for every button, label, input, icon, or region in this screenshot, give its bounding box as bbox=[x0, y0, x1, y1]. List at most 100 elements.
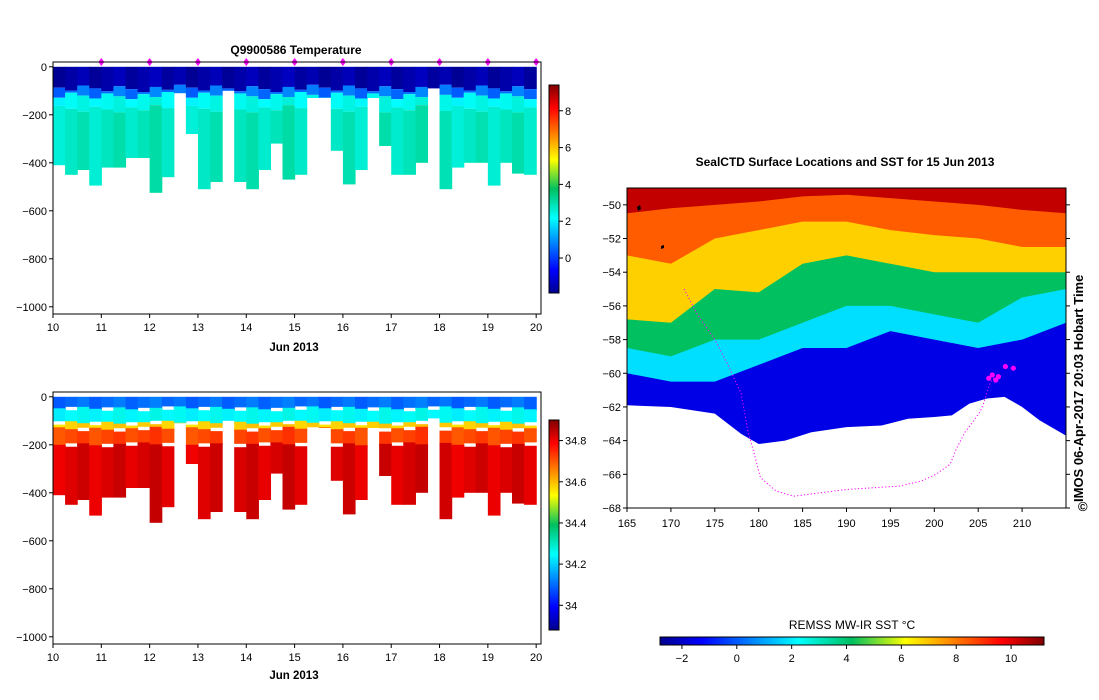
salinity-cell bbox=[149, 444, 163, 523]
salinity-cell bbox=[270, 442, 284, 474]
salinity-cell bbox=[210, 406, 223, 426]
temperature-cell bbox=[403, 110, 416, 175]
salinity-cell bbox=[512, 431, 525, 446]
salinity-cell bbox=[210, 396, 223, 409]
salinity-cell bbox=[354, 408, 368, 422]
salinity-cell bbox=[246, 407, 259, 426]
salinity-cell bbox=[354, 396, 368, 411]
salinity-cell bbox=[330, 421, 344, 432]
salinity-cell bbox=[379, 407, 392, 426]
temperature-cell bbox=[258, 107, 272, 170]
x-tick-label: 16 bbox=[337, 322, 349, 334]
salinity-cell bbox=[161, 409, 175, 423]
temperature-cell bbox=[367, 91, 380, 94]
salinity-cell bbox=[185, 424, 199, 430]
temperature-cell bbox=[330, 92, 344, 109]
latitude-tick-label: −56 bbox=[602, 301, 621, 313]
salinity-cell bbox=[270, 422, 284, 427]
temperature-cell bbox=[246, 86, 259, 97]
temperature-cell bbox=[185, 97, 199, 106]
temperature-cell bbox=[65, 92, 78, 109]
salinity-cell bbox=[125, 409, 139, 423]
temperature-cell bbox=[197, 108, 211, 190]
longitude-tick-label: 200 bbox=[925, 518, 943, 530]
temperature-cell bbox=[149, 86, 163, 98]
temperature-cell bbox=[197, 66, 211, 91]
salinity-cell bbox=[234, 421, 247, 432]
seal-surface-locations bbox=[986, 363, 1016, 383]
temperature-cell bbox=[463, 92, 477, 109]
temperature-cell bbox=[53, 105, 66, 166]
salinity-section-panel: 10 11 12 13 14 15 16 17 18 19 20 0 −200 −400 −600 −800… bbox=[16, 391, 586, 682]
salinity-cast-cells bbox=[53, 396, 537, 523]
salinity-cell bbox=[89, 425, 102, 430]
salinity-x-axis: 10 11 12 13 14 15 16 17 18 19 20 bbox=[47, 644, 542, 664]
salinity-cell bbox=[415, 426, 429, 447]
salinity-x-axis-label: Jun 2013 bbox=[269, 670, 318, 682]
temperature-cell bbox=[475, 66, 489, 86]
salinity-cell bbox=[391, 428, 404, 443]
temperature-cell bbox=[524, 107, 537, 175]
y-tick-label: −600 bbox=[22, 206, 47, 218]
temperature-cell bbox=[487, 98, 501, 107]
temperature-cell bbox=[161, 89, 175, 92]
surface-location-point bbox=[989, 372, 995, 378]
salinity-cell bbox=[65, 410, 78, 424]
colorbar-tick-label: 34.2 bbox=[565, 559, 586, 571]
salinity-cell bbox=[161, 428, 175, 443]
y-tick-label: −200 bbox=[22, 110, 47, 122]
salinity-cell bbox=[149, 424, 163, 429]
salinity-cell bbox=[246, 443, 259, 520]
salinity-cell bbox=[367, 421, 380, 428]
sst-colorbar-tick-label: 8 bbox=[953, 653, 959, 665]
temperature-cell bbox=[173, 66, 187, 85]
salinity-cell bbox=[294, 446, 308, 505]
salinity-cell bbox=[197, 396, 211, 407]
salinity-cell bbox=[101, 421, 114, 432]
salinity-cell bbox=[463, 429, 477, 444]
temperature-cell bbox=[439, 66, 453, 85]
salinity-cell bbox=[282, 396, 296, 410]
salinity-cell bbox=[222, 408, 235, 421]
x-tick-label: 10 bbox=[47, 322, 59, 334]
salinity-cell bbox=[439, 430, 453, 445]
colorbar-tick-label: 4 bbox=[565, 179, 571, 191]
temperature-cell bbox=[101, 93, 114, 110]
temperature-cell bbox=[77, 111, 90, 170]
temperature-cell bbox=[415, 105, 429, 163]
x-tick-label: 20 bbox=[530, 322, 542, 334]
temperature-cell bbox=[77, 66, 90, 86]
salinity-cell bbox=[77, 406, 90, 426]
salinity-cell bbox=[294, 409, 308, 423]
salinity-cell bbox=[77, 431, 90, 446]
temperature-cell bbox=[475, 111, 489, 163]
salinity-cell bbox=[342, 431, 356, 446]
longitude-tick-label: 165 bbox=[618, 518, 636, 530]
temperature-cell bbox=[282, 66, 296, 87]
salinity-cell bbox=[234, 429, 247, 444]
salinity-cell bbox=[161, 420, 175, 431]
salinity-cell bbox=[185, 396, 199, 411]
salinity-cell bbox=[512, 407, 525, 426]
temperature-cell bbox=[149, 105, 163, 193]
salinity-cell bbox=[270, 430, 284, 445]
temperature-cell bbox=[125, 66, 139, 90]
temperature-section-panel: Q9900586 Temperature 10 11 12 13 14 15 16 17 18 1… bbox=[16, 43, 571, 354]
temperature-cell bbox=[391, 107, 404, 175]
salinity-cell bbox=[89, 396, 102, 411]
salinity-cell bbox=[318, 408, 332, 422]
salinity-cell bbox=[451, 427, 465, 447]
temperature-cell bbox=[306, 84, 320, 95]
salinity-cell bbox=[524, 409, 537, 423]
temperature-cell bbox=[149, 66, 163, 87]
sst-colorbar-tick-label: −2 bbox=[676, 653, 689, 665]
salinity-cell bbox=[391, 425, 404, 431]
salinity-cell bbox=[77, 396, 90, 409]
temperature-y-axis: 0 −200 −400 −600 −800 −1000 bbox=[16, 62, 53, 314]
salinity-cell bbox=[342, 396, 356, 409]
temperature-cell bbox=[89, 66, 102, 89]
salinity-cell bbox=[330, 446, 344, 481]
latitude-tick-label: −62 bbox=[602, 402, 621, 414]
salinity-cell bbox=[439, 396, 453, 409]
salinity-cell bbox=[222, 396, 235, 411]
